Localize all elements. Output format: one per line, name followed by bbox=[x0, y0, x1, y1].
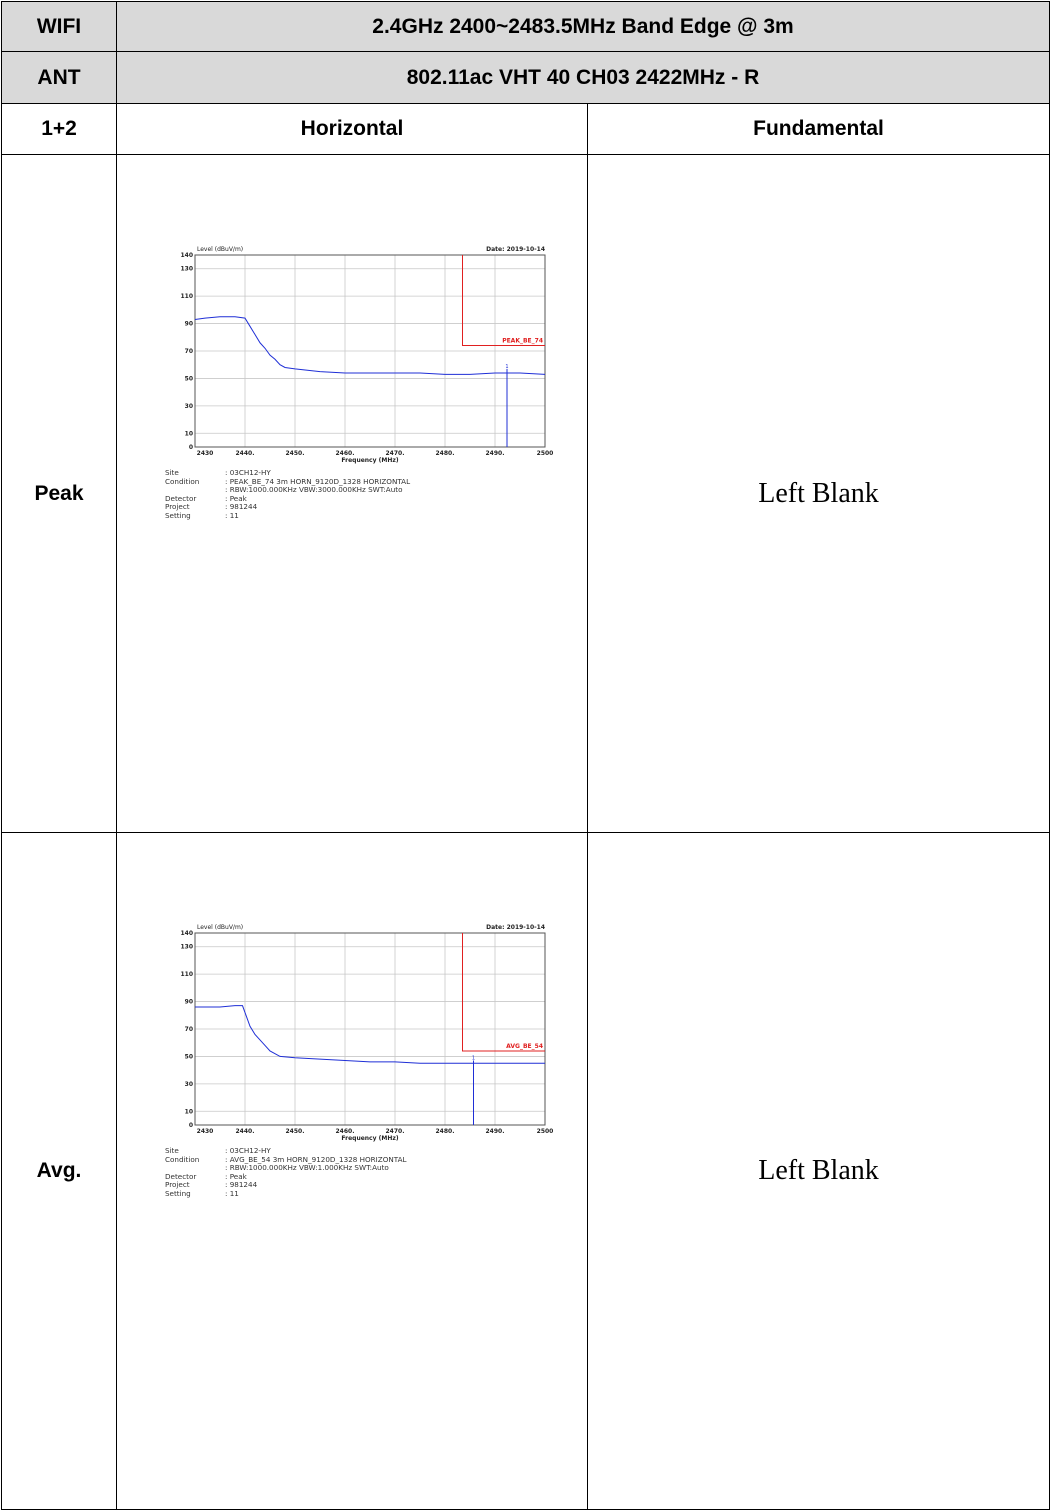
x-tick-label: 2440. bbox=[236, 1128, 255, 1135]
setting-value: : 11 bbox=[225, 1188, 239, 1198]
condition-value: : PEAK_BE_74 3m HORN_9120D_1328 HORIZONT… bbox=[225, 476, 411, 486]
y-tick-label: 10 bbox=[185, 430, 193, 437]
x-tick-label: 2480. bbox=[436, 450, 455, 457]
y-tick-label: 140 bbox=[180, 252, 193, 259]
y-axis-label: Level (dBuV/m) bbox=[197, 246, 243, 253]
y-tick-label: 50 bbox=[185, 1053, 193, 1060]
x-tick-label: 2460. bbox=[336, 1128, 355, 1135]
project-value: : 981244 bbox=[225, 1180, 258, 1190]
y-tick-label: 90 bbox=[185, 321, 193, 328]
site-key: Site bbox=[165, 1146, 179, 1155]
peak-plot-cell: 2430 2440. 2450. 2460. 2470. 2480. 2490. 2500 14… bbox=[116, 154, 588, 833]
y-tick-label: 10 bbox=[185, 1108, 193, 1115]
condition-value-2: : RBW:1000.000KHz VBW:3000.000KHz SWT:Au… bbox=[225, 485, 403, 495]
setting-value: : 11 bbox=[225, 510, 239, 520]
setting-key: Setting bbox=[165, 510, 191, 520]
avg-plot-cell: 2430 2440. 2450. 2460. 2470. 2480. 2490. 2500 14… bbox=[116, 832, 588, 1510]
x-tick-label: 2450. bbox=[286, 450, 305, 457]
y-tick-label: 130 bbox=[180, 266, 193, 273]
y-tick-label: 30 bbox=[185, 403, 193, 410]
project-key: Project bbox=[165, 1180, 190, 1190]
y-tick-label: 70 bbox=[185, 1026, 193, 1033]
measurement-trace bbox=[195, 1005, 545, 1064]
y-tick-label: 110 bbox=[180, 293, 193, 300]
x-tick-label: 2430 bbox=[197, 1128, 214, 1135]
plot-frame bbox=[194, 254, 546, 448]
y-tick-label: 130 bbox=[180, 944, 193, 951]
x-tick-label: 2480. bbox=[436, 1128, 455, 1135]
avg-plot: 2430 2440. 2450. 2460. 2470. 2480. 2490. 2500 14… bbox=[165, 917, 555, 1247]
y-axis-label: Level (dBuV/m) bbox=[197, 924, 243, 931]
site-key: Site bbox=[165, 468, 179, 477]
y-tick-label: 90 bbox=[185, 999, 193, 1006]
wifi-label: WIFI bbox=[1, 1, 117, 52]
x-tick-label: 2450. bbox=[286, 1128, 305, 1135]
chart-date: Date: 2019-10-14 bbox=[486, 246, 545, 253]
y-tick-label: 70 bbox=[185, 348, 193, 355]
limit-label: PEAK_BE_74 bbox=[502, 338, 543, 345]
measurement-trace bbox=[194, 316, 546, 375]
x-tick-label: 2490. bbox=[486, 450, 505, 457]
ant-label: ANT bbox=[1, 51, 117, 104]
x-tick-label: 2440. bbox=[236, 450, 255, 457]
peak-plot-info: Site : 03CH12-HY Condition : PEAK_BE_74 3m… bbox=[165, 468, 411, 521]
row-label-avg: Avg. bbox=[1, 832, 117, 1510]
avg-fundamental: Left Blank bbox=[587, 832, 1050, 1510]
site-value: : 03CH12-HY bbox=[225, 1146, 271, 1155]
detector-value: : Peak bbox=[225, 493, 247, 503]
detector-value: : Peak bbox=[225, 1171, 247, 1181]
y-tick-label: 110 bbox=[180, 971, 193, 978]
detector-key: Detector bbox=[165, 493, 197, 503]
limit-line bbox=[462, 255, 545, 347]
x-tick-label: 2490. bbox=[486, 1128, 505, 1135]
setting-key: Setting bbox=[165, 1188, 191, 1198]
x-tick-label: 2470. bbox=[386, 450, 405, 457]
x-tick-label: 2500 bbox=[537, 450, 554, 457]
peak-band-edge-chart: 2430 2440. 2450. 2460. 2470. 2480. 2490. 2500 14… bbox=[180, 246, 554, 464]
detector-key: Detector bbox=[165, 1171, 197, 1181]
condition-key: Condition bbox=[165, 1154, 200, 1164]
y-tick-label: 140 bbox=[180, 930, 193, 937]
ant-value: 1+2 bbox=[1, 103, 117, 155]
x-tick-label: 2470. bbox=[386, 1128, 405, 1135]
project-key: Project bbox=[165, 502, 190, 512]
x-tick-label: 2430 bbox=[197, 450, 214, 457]
x-tick-label: 2460. bbox=[336, 450, 355, 457]
project-value: : 981244 bbox=[225, 502, 258, 512]
y-tick-label: 50 bbox=[185, 375, 193, 382]
condition-value: : AVG_BE_54 3m HORN_9120D_1328 HORIZONTA… bbox=[225, 1154, 407, 1164]
site-value: : 03CH12-HY bbox=[225, 468, 271, 477]
x-axis-label: Frequency (MHz) bbox=[341, 1135, 398, 1142]
x-axis-label: Frequency (MHz) bbox=[341, 457, 398, 464]
y-tick-label: 0 bbox=[189, 444, 193, 451]
band-title: 2.4GHz 2400~2483.5MHz Band Edge @ 3m bbox=[116, 1, 1050, 52]
limit-label: AVG_BE_54 bbox=[506, 1043, 543, 1050]
avg-plot-info: Site : 03CH12-HY Condition : AVG_BE_54 3m … bbox=[165, 1146, 407, 1199]
marker-label: 1 bbox=[472, 1056, 475, 1062]
column-horizontal: Horizontal bbox=[116, 103, 588, 155]
plot-frame bbox=[194, 932, 546, 1126]
y-tick-label: 30 bbox=[185, 1081, 193, 1088]
column-fundamental: Fundamental bbox=[587, 103, 1050, 155]
limit-line bbox=[462, 933, 545, 1052]
peak-fundamental: Left Blank bbox=[587, 154, 1050, 833]
x-tick-label: 2500 bbox=[537, 1128, 554, 1135]
y-tick-label: 0 bbox=[189, 1122, 193, 1129]
mode-title: 802.11ac VHT 40 CH03 2422MHz - R bbox=[116, 51, 1050, 104]
avg-band-edge-chart: 2430 2440. 2450. 2460. 2470. 2480. 2490. 2500 14… bbox=[180, 924, 554, 1142]
chart-date: Date: 2019-10-14 bbox=[486, 924, 545, 931]
condition-value-2: : RBW:1000.000KHz VBW:1.000KHz SWT:Auto bbox=[225, 1163, 389, 1173]
row-label-peak: Peak bbox=[1, 154, 117, 833]
marker-label: 1 bbox=[505, 364, 508, 370]
peak-plot: 2430 2440. 2450. 2460. 2470. 2480. 2490. 2500 14… bbox=[165, 239, 555, 569]
condition-key: Condition bbox=[165, 476, 200, 486]
